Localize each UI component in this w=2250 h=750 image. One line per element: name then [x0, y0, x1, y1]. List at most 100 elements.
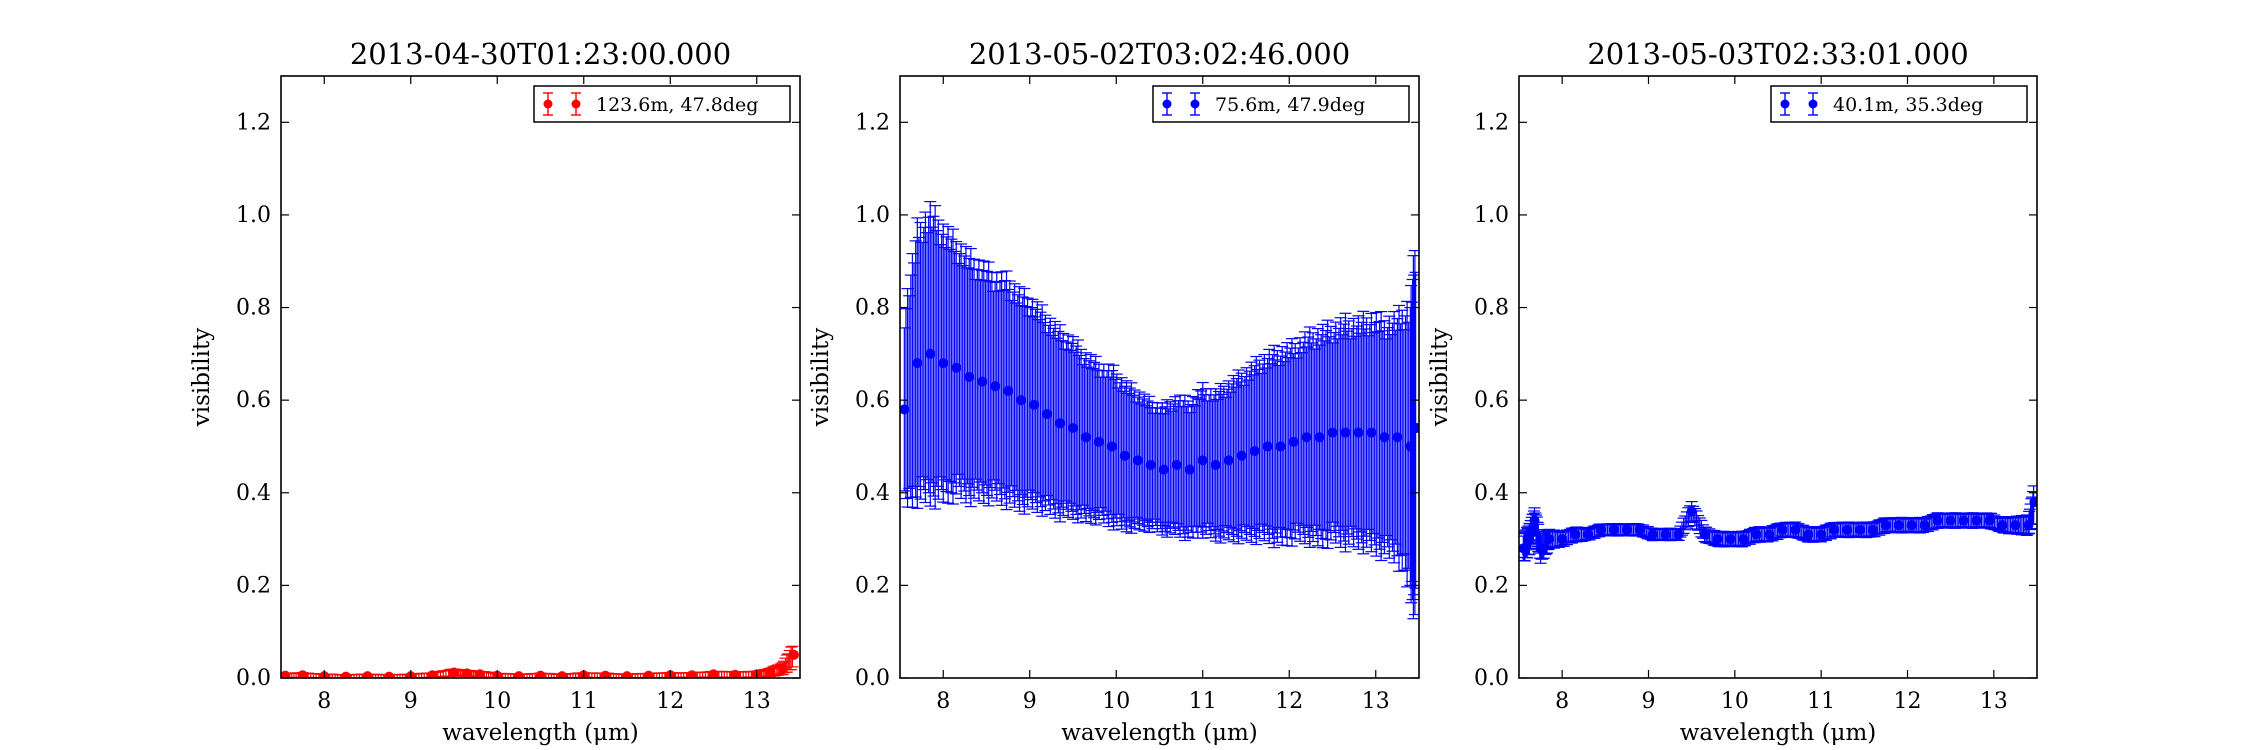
axes-frame — [1518, 75, 2038, 679]
data-point — [925, 348, 936, 359]
y-axis-label: visibility — [1427, 328, 1453, 428]
data-point — [1288, 436, 1299, 447]
data-point — [1634, 524, 1645, 535]
data-point — [1647, 529, 1658, 540]
x-tick-label: 10 — [1102, 689, 1130, 714]
data-point — [1816, 529, 1827, 540]
y-tick-label: 1.0 — [1474, 203, 1509, 228]
data-point — [474, 669, 485, 678]
data-point — [1596, 524, 1607, 535]
data-point — [1544, 534, 1555, 545]
data-point — [535, 670, 546, 678]
data-point — [1145, 459, 1156, 470]
x-tick-label: 9 — [1642, 689, 1656, 714]
data-point — [951, 362, 962, 373]
x-tick-label: 13 — [1980, 689, 2008, 714]
x-axis-label: wavelength (μm) — [442, 720, 639, 746]
data-point — [1171, 459, 1182, 470]
y-tick-label: 1.2 — [236, 110, 271, 135]
data-point — [1842, 524, 1853, 535]
data-point — [1016, 395, 1027, 406]
data-point — [1984, 515, 1995, 526]
x-tick-label: 12 — [1275, 689, 1303, 714]
data-point — [1411, 422, 1419, 433]
data-point — [1738, 534, 1749, 545]
data-point — [1405, 441, 1416, 452]
series-1 — [281, 645, 799, 678]
legend-label: 123.6m, 47.8deg — [596, 94, 758, 116]
data-point — [1223, 455, 1234, 466]
y-tick-label: 0.6 — [1474, 388, 1509, 413]
data-point — [1725, 534, 1736, 545]
y-tick-label: 0.6 — [236, 388, 271, 413]
x-tick-label: 11 — [570, 689, 598, 714]
y-tick-label: 1.0 — [855, 203, 890, 228]
legend-marker — [1780, 99, 1790, 109]
data-point — [686, 670, 697, 678]
data-point — [1712, 534, 1723, 545]
x-tick-label: 12 — [656, 689, 684, 714]
data-series-group — [900, 200, 1419, 620]
x-tick-label: 9 — [404, 689, 418, 714]
series-1 — [1519, 485, 2037, 564]
data-point — [1557, 534, 1568, 545]
data-point — [1106, 441, 1117, 452]
x-tick-label: 13 — [743, 689, 771, 714]
y-tick-label: 1.2 — [1474, 110, 1509, 135]
data-point — [1790, 524, 1801, 535]
x-tick-label: 8 — [317, 689, 331, 714]
data-point — [1777, 524, 1788, 535]
legend: 75.6m, 47.9deg — [1152, 85, 1410, 123]
data-point — [1673, 529, 1684, 540]
y-tick-label: 0.8 — [236, 296, 271, 321]
data-point — [2010, 520, 2021, 531]
legend-marker — [543, 99, 553, 109]
data-point — [1262, 441, 1273, 452]
y-tick-label: 0.0 — [855, 666, 890, 691]
data-point — [777, 663, 788, 674]
data-point — [1855, 524, 1866, 535]
data-point — [600, 670, 611, 678]
data-point — [1906, 520, 1917, 531]
data-point — [384, 671, 395, 678]
y-tick-label: 1.2 — [855, 110, 890, 135]
axes-frame — [899, 75, 1420, 679]
data-point — [1068, 422, 1078, 433]
data-point — [449, 667, 459, 678]
data-point — [281, 670, 291, 678]
data-point — [1686, 506, 1697, 517]
data-point — [912, 358, 923, 369]
legend: 40.1m, 35.3deg — [1770, 85, 2028, 123]
data-point — [1314, 432, 1325, 443]
y-axis-label: visibility — [189, 328, 215, 428]
data-point — [1660, 529, 1671, 540]
data-point — [1971, 515, 1982, 526]
legend-marker — [1162, 99, 1172, 109]
data-point — [1042, 409, 1053, 420]
data-point — [964, 372, 975, 382]
data-point — [1132, 455, 1143, 466]
data-point — [362, 671, 373, 678]
y-tick-label: 0.8 — [855, 296, 890, 321]
data-point — [1210, 459, 1221, 470]
data-point — [1003, 385, 1014, 396]
data-point — [1997, 520, 2008, 531]
x-tick-label: 11 — [1807, 689, 1835, 714]
x-tick-label: 10 — [1721, 689, 1749, 714]
data-point — [1529, 515, 1540, 526]
legend-marker — [571, 99, 581, 109]
data-point — [461, 668, 472, 678]
data-point — [1524, 534, 1535, 545]
data-point — [1236, 450, 1247, 461]
data-point — [1080, 432, 1091, 443]
data-point — [2023, 520, 2034, 531]
chart-panel-1: 8 9 10 11 12 13 0.0 0.2 0.4 0.6 0.8 1.0 1.2 2013-04-3… — [189, 37, 801, 746]
data-point — [1583, 529, 1594, 540]
legend-marker — [1808, 99, 1818, 109]
data-point — [708, 669, 719, 678]
x-tick-label: 11 — [1189, 689, 1217, 714]
y-axis-label: visibility — [808, 328, 834, 428]
y-tick-label: 0.8 — [1474, 296, 1509, 321]
data-point — [1764, 529, 1775, 540]
